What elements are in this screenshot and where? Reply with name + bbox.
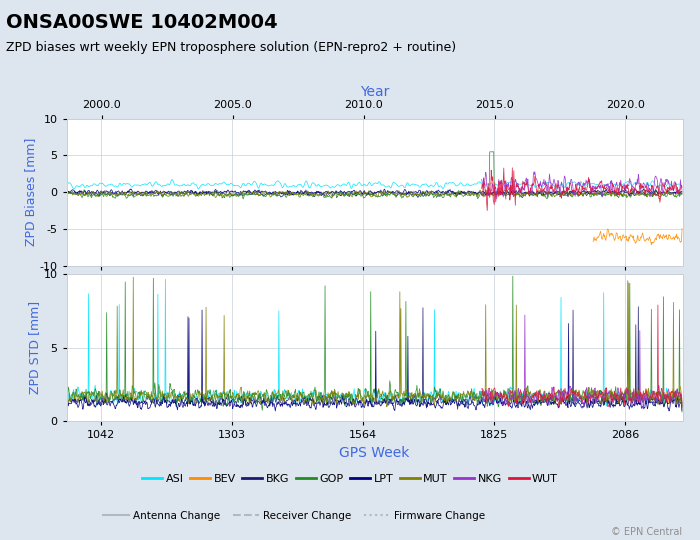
Legend: Antenna Change, Receiver Change, Firmware Change: Antenna Change, Receiver Change, Firmwar… — [99, 507, 489, 525]
Y-axis label: ZPD Biases [mm]: ZPD Biases [mm] — [24, 138, 36, 246]
Text: ZPD biases wrt weekly EPN troposphere solution (EPN-repro2 + routine): ZPD biases wrt weekly EPN troposphere so… — [6, 40, 456, 53]
X-axis label: Year: Year — [360, 85, 389, 99]
Text: © EPN Central: © EPN Central — [611, 527, 682, 537]
Legend: ASI, BEV, BKG, GOP, LPT, MUT, NKG, WUT: ASI, BEV, BKG, GOP, LPT, MUT, NKG, WUT — [138, 470, 562, 489]
Text: ONSA00SWE 10402M004: ONSA00SWE 10402M004 — [6, 14, 277, 32]
X-axis label: GPS Week: GPS Week — [340, 446, 410, 460]
Y-axis label: ZPD STD [mm]: ZPD STD [mm] — [28, 301, 41, 394]
